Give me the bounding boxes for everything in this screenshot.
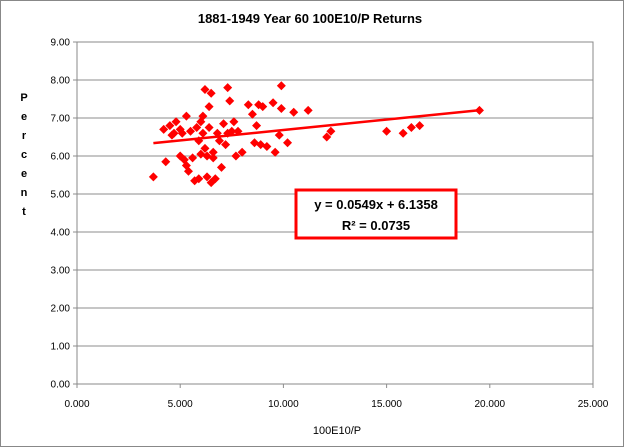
y-axis-label-letter: c <box>21 149 27 161</box>
x-tick-label: 0.000 <box>64 399 89 410</box>
data-point <box>322 132 332 142</box>
x-tick-label: 10.000 <box>268 399 299 410</box>
chart-title: 1881-1949 Year 60 100E10/P Returns <box>198 11 422 26</box>
data-point <box>208 153 218 163</box>
data-point <box>165 121 175 131</box>
data-point <box>262 142 272 151</box>
data-points <box>148 81 484 188</box>
data-point <box>171 117 181 127</box>
data-point <box>303 105 313 115</box>
y-tick-label: 9.00 <box>51 38 71 49</box>
x-tick-label: 15.000 <box>371 399 402 410</box>
y-axis-label-letter: t <box>22 206 26 218</box>
y-axis-label-letter: e <box>21 168 27 180</box>
x-tick-label: 20.000 <box>475 399 506 410</box>
equation-box-border <box>294 188 458 240</box>
y-tick-label: 5.00 <box>51 190 71 201</box>
data-point <box>227 126 237 136</box>
data-point <box>204 123 214 132</box>
data-point <box>398 128 408 138</box>
x-tick-label: 25.000 <box>578 399 609 410</box>
data-point <box>258 102 268 112</box>
y-tick-label: 2.00 <box>51 304 71 315</box>
y-tick-label: 6.00 <box>51 152 71 163</box>
data-point <box>194 174 204 184</box>
y-tick-label: 8.00 <box>51 76 71 87</box>
x-tick-label: 5.000 <box>168 399 193 410</box>
data-point <box>198 128 208 138</box>
y-tick-label: 1.00 <box>51 342 71 353</box>
data-point <box>243 100 253 110</box>
x-axis-ticks: 0.000 5.000 10.000 15.000 20.000 25.000 <box>64 384 609 410</box>
data-point <box>200 85 210 94</box>
data-point <box>183 166 193 176</box>
data-point <box>188 153 198 163</box>
y-axis-label-letter: r <box>22 130 27 142</box>
data-point <box>148 172 158 182</box>
data-point <box>268 98 278 108</box>
data-point <box>204 102 214 112</box>
y-axis-ticks: 0.00 1.00 2.00 3.00 4.00 5.00 6.00 7.00 8.00 9.00 <box>51 38 77 391</box>
data-point <box>276 81 286 91</box>
data-point <box>283 138 293 148</box>
data-point <box>159 124 169 134</box>
data-point <box>169 128 179 138</box>
data-point <box>192 123 202 132</box>
data-point <box>221 140 231 150</box>
x-axis-label: 100E10/P <box>313 425 361 437</box>
data-point <box>231 151 241 161</box>
trendline <box>153 108 482 145</box>
data-point <box>219 119 229 129</box>
data-point <box>274 130 284 140</box>
y-axis-label-letter: n <box>21 187 28 199</box>
r-squared-text: R² = 0.0735 <box>342 218 410 233</box>
data-point <box>237 147 247 157</box>
equation-text: y = 0.0549x + 6.1358 <box>314 197 438 212</box>
data-point <box>229 117 239 127</box>
y-tick-label: 3.00 <box>51 266 71 277</box>
data-point <box>161 157 171 167</box>
data-point <box>202 172 212 182</box>
data-point <box>326 126 336 136</box>
y-axis-label-letter: e <box>21 111 27 123</box>
equation-box: y = 0.0549x + 6.1358 R² = 0.0735 <box>294 188 458 240</box>
data-point <box>198 111 208 121</box>
data-point <box>289 107 299 117</box>
data-point <box>208 147 218 157</box>
data-point <box>181 111 191 121</box>
data-point <box>415 121 425 131</box>
data-point <box>177 128 187 138</box>
y-axis-label-letter: P <box>20 92 27 104</box>
data-point <box>276 104 286 113</box>
data-point <box>406 123 416 132</box>
data-point <box>200 143 210 153</box>
y-tick-label: 0.00 <box>51 380 71 391</box>
y-tick-label: 4.00 <box>51 228 71 239</box>
data-point <box>270 147 280 157</box>
data-point <box>247 109 257 119</box>
data-point <box>223 83 233 93</box>
data-point <box>210 174 220 184</box>
data-point <box>252 121 262 131</box>
data-point <box>186 126 196 136</box>
data-point <box>206 88 216 98</box>
data-point <box>225 96 235 106</box>
plot-area <box>76 41 594 385</box>
data-point <box>216 162 226 172</box>
data-point <box>214 136 224 146</box>
data-point <box>382 126 392 136</box>
y-tick-label: 7.00 <box>51 114 71 125</box>
